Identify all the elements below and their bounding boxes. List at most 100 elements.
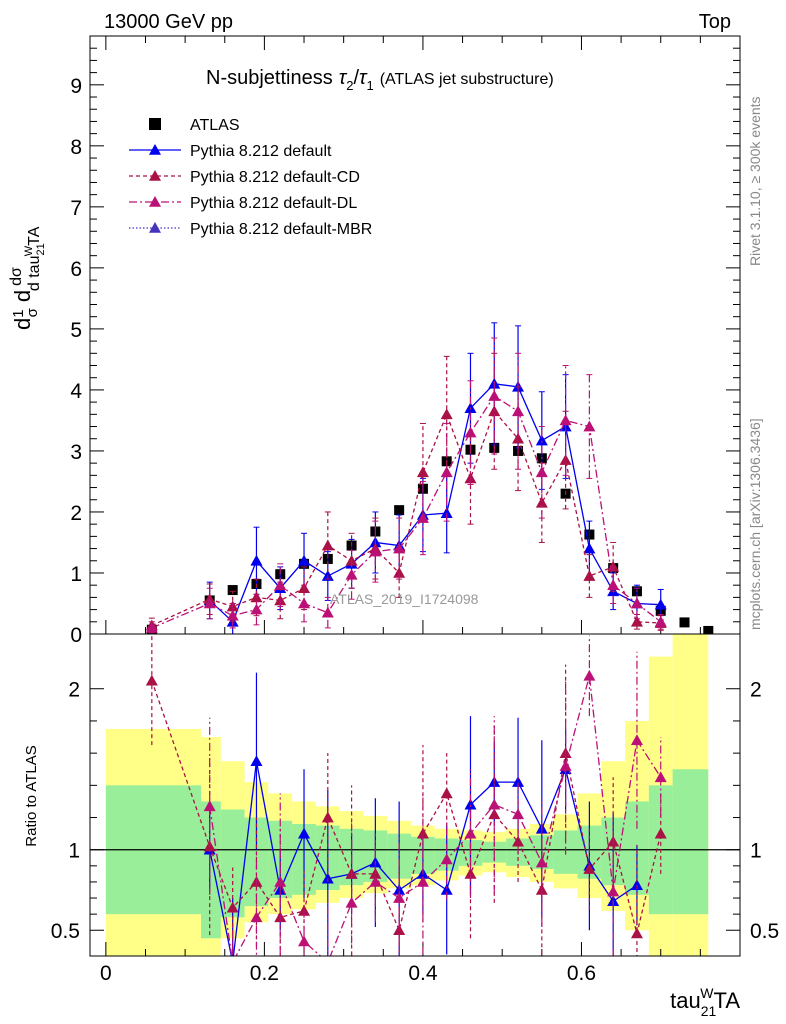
- y-tick-label: 9: [70, 75, 82, 98]
- main-series: [145, 322, 714, 634]
- ylabel-sup: W: [23, 245, 35, 256]
- ratio-point: [298, 935, 311, 947]
- ratio-point: [250, 755, 263, 766]
- data-point-triangle: [416, 512, 429, 523]
- data-point-triangle: [250, 554, 263, 566]
- ratio-point: [250, 911, 263, 923]
- ratio-point: [298, 827, 311, 839]
- ratio-point: [512, 835, 525, 847]
- green-band: [220, 809, 245, 918]
- process-label: Top: [699, 11, 731, 33]
- ratio-point: [321, 811, 334, 823]
- ratio-frame: [89, 633, 741, 957]
- data-point-triangle: [583, 420, 596, 432]
- tau-ratio-glyph: τ: [339, 67, 348, 89]
- data-point-triangle: [583, 570, 596, 581]
- ratio-point: [274, 875, 287, 887]
- ratio-point: [464, 798, 477, 810]
- data-point-triangle: [226, 609, 239, 621]
- x-tick-label: 0.4: [408, 962, 438, 985]
- series-line: [151, 410, 661, 627]
- ratio-point: [654, 771, 667, 783]
- data-point-triangle: [607, 579, 620, 590]
- legend-label: ATLAS: [190, 117, 240, 134]
- ratio-point: [583, 669, 596, 681]
- ratio-y-label-right: 1: [750, 840, 762, 863]
- ratio-point: [535, 856, 548, 868]
- legend-label: Pythia 8.212 default-MBR: [190, 221, 372, 238]
- data-point-triangle: [298, 597, 311, 609]
- ratio-panel: 0.5 0.5 1 1 2 2 0 0.2 0.4 0.6 Ratio to ATLAS: [23, 633, 779, 985]
- mcplots-label: mcplots.cern.ch [arXiv:1306.3436]: [747, 418, 763, 630]
- ratio-y-label-right: 2: [750, 679, 762, 702]
- ratio-ylabel: Ratio to ATLAS: [23, 745, 40, 846]
- tau-ratio-sub1: 1: [366, 78, 373, 93]
- ylabel-sigma: σ: [24, 307, 41, 317]
- ratio-point: [369, 875, 382, 887]
- y-tick-label: 0: [70, 624, 82, 647]
- data-point-triangle: [654, 615, 667, 627]
- data-point-triangle: [488, 390, 501, 401]
- data-point-triangle: [535, 496, 548, 508]
- ratio-series: [145, 634, 667, 967]
- ratio-series-line: [209, 675, 662, 956]
- ratio-point: [322, 956, 334, 967]
- y-tick-label: 3: [70, 441, 82, 464]
- tau-ratio-glyph-2: τ: [359, 67, 368, 89]
- data-point-triangle: [559, 414, 572, 426]
- data-point-atlas: [703, 625, 714, 634]
- data-point-triangle: [630, 597, 643, 609]
- main-subtitle: (ATLAS jet substructure): [380, 71, 554, 88]
- ratio-point: [416, 875, 429, 887]
- ratio-point: [488, 808, 501, 820]
- ylabel-dtau: d tau: [26, 256, 43, 292]
- ratio-point: [512, 776, 525, 787]
- ylabel-d: d: [10, 318, 35, 330]
- ratio-point: [203, 800, 216, 812]
- data-point-triangle: [345, 568, 358, 580]
- ratio-point: [345, 896, 358, 908]
- main-frame: [89, 35, 741, 635]
- ratio-y-label: 0.5: [51, 920, 80, 943]
- ylabel-dsigma: dσ: [8, 267, 25, 286]
- rivet-version-label: Rivet 3.1.10, ≥ 300k events: [747, 96, 763, 266]
- ylabel-d2: d: [10, 290, 35, 302]
- ratio-point: [488, 798, 501, 810]
- x-tick-label: 0.6: [567, 962, 596, 985]
- ratio-point: [440, 853, 453, 865]
- ratio-y-label: 1: [68, 840, 80, 863]
- ratio-point: [145, 674, 158, 686]
- data-point-triangle: [393, 542, 406, 554]
- ratio-point: [512, 808, 525, 820]
- main-title: N-subjettiness τ2/τ1 (ATLAS jet substructu…: [206, 67, 554, 93]
- y-tick-label: 1: [70, 563, 82, 586]
- y-tick-label: 2: [70, 502, 82, 525]
- data-point-triangle: [274, 579, 287, 590]
- ratio-point: [607, 885, 620, 897]
- y-tick-label: 7: [70, 197, 82, 220]
- legend-label: Pythia 8.212 default-CD: [190, 169, 360, 186]
- data-point-triangle: [464, 426, 477, 438]
- main-title-text: N-subjettiness: [206, 67, 333, 89]
- data-point-triangle: [369, 545, 382, 557]
- energy-label: 13000 GeV pp: [104, 11, 233, 33]
- ratio-point: [630, 734, 643, 746]
- data-point-triangle: [440, 408, 453, 420]
- x-tick-label: 0: [100, 962, 112, 985]
- data-point-atlas: [394, 505, 405, 516]
- y-tick-label: 8: [70, 136, 82, 159]
- ratio-point: [440, 883, 453, 895]
- uncertainty-bands: [105, 634, 709, 956]
- xlabel-tau: tau: [670, 988, 701, 1013]
- ratio-point: [464, 827, 477, 839]
- data-point-atlas: [679, 617, 690, 628]
- analysis-watermark: ATLAS_2019_I1724098: [330, 591, 479, 607]
- data-point-triangle: [583, 542, 596, 554]
- xlabel-sup: W: [700, 985, 714, 1001]
- ratio-point: [559, 760, 572, 771]
- ratio-point: [227, 956, 239, 967]
- ratio-y-label-right: 0.5: [750, 920, 779, 943]
- x-tick-label: 0.2: [250, 962, 279, 985]
